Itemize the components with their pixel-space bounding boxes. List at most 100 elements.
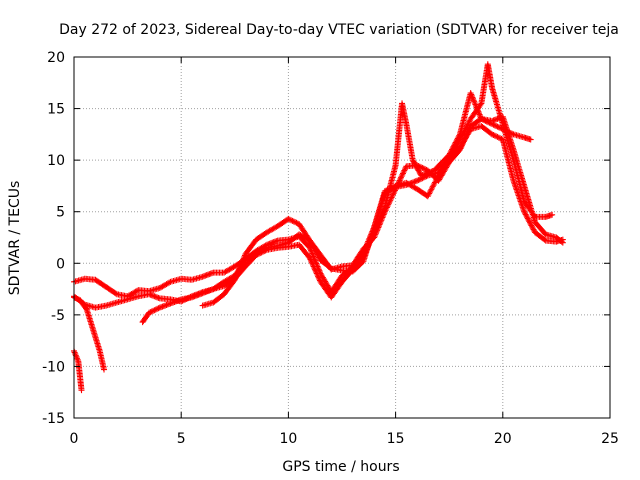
data-marker: [428, 186, 435, 193]
data-marker: [393, 183, 400, 190]
data-marker: [420, 174, 427, 181]
data-marker: [462, 134, 469, 141]
data-marker: [240, 255, 247, 262]
data-marker: [239, 258, 246, 265]
data-marker: [456, 146, 463, 153]
data-marker: [399, 170, 406, 177]
data-marker: [387, 195, 394, 202]
data-marker: [147, 309, 154, 316]
y-tick-label: -15: [42, 411, 65, 427]
data-marker: [476, 111, 483, 118]
data-marker: [312, 267, 319, 274]
data-marker: [422, 173, 429, 180]
data-marker: [522, 211, 529, 218]
data-marker: [458, 144, 465, 151]
data-marker: [385, 201, 392, 208]
data-marker: [238, 261, 245, 268]
data-marker: [524, 215, 531, 222]
y-tick-label: 0: [56, 256, 65, 272]
data-marker: [396, 177, 403, 184]
data-marker: [415, 177, 422, 184]
data-marker: [74, 296, 81, 303]
data-marker: [234, 271, 241, 278]
data-marker: [378, 217, 385, 224]
data-marker: [491, 132, 498, 139]
data-marker: [419, 175, 426, 182]
data-marker: [285, 215, 292, 222]
data-marker: [384, 203, 391, 210]
data-marker: [467, 90, 474, 97]
data-marker: [371, 233, 378, 240]
data-marker: [258, 247, 265, 254]
data-markers: [71, 61, 566, 394]
data-marker: [430, 182, 437, 189]
data-marker: [459, 141, 466, 148]
data-marker: [429, 183, 436, 190]
data-marker: [427, 187, 434, 194]
data-marker: [409, 157, 416, 164]
data-marker: [426, 190, 433, 197]
data-marker: [234, 269, 241, 276]
data-marker: [390, 190, 397, 197]
data-marker: [155, 305, 162, 312]
data-marker: [380, 211, 387, 218]
data-track: [71, 294, 108, 373]
data-marker: [401, 167, 408, 174]
data-marker: [470, 97, 477, 104]
data-marker: [471, 100, 478, 107]
data-marker: [378, 215, 385, 222]
x-tick-label: 20: [494, 431, 512, 447]
data-marker: [385, 200, 392, 207]
data-track: [139, 123, 566, 326]
data-marker: [373, 228, 380, 235]
data-marker: [466, 118, 473, 125]
data-marker: [416, 163, 423, 170]
data-marker: [423, 173, 430, 180]
data-marker: [526, 218, 533, 225]
x-tick-label: 5: [177, 431, 186, 447]
data-marker: [418, 164, 425, 171]
data-marker: [525, 216, 532, 223]
data-marker: [530, 226, 537, 233]
data-marker: [391, 187, 398, 194]
data-marker: [415, 162, 422, 169]
data-marker: [463, 131, 470, 138]
y-tick-label: 5: [56, 205, 65, 221]
data-marker: [154, 305, 161, 312]
data-marker: [461, 135, 468, 142]
data-marker: [315, 274, 322, 281]
data-marker: [399, 171, 406, 178]
data-marker: [490, 132, 497, 139]
data-marker: [458, 142, 465, 149]
axis-ticks: -15 -10 -5 0 5 10 15 20 0 5 10 15 20 25: [42, 50, 619, 447]
data-marker: [381, 208, 388, 215]
data-marker: [293, 219, 300, 226]
data-marker: [290, 218, 297, 225]
data-marker: [464, 130, 471, 137]
data-marker: [549, 211, 556, 218]
data-marker: [393, 184, 400, 191]
data-marker: [380, 213, 387, 220]
data-marker: [389, 193, 396, 200]
data-marker: [235, 268, 242, 275]
data-marker: [235, 266, 242, 273]
data-marker: [232, 275, 239, 282]
data-marker: [527, 221, 534, 228]
x-tick-label: 0: [70, 431, 79, 447]
data-marker: [558, 238, 565, 245]
data-marker: [425, 191, 432, 198]
data-marker: [494, 133, 501, 140]
data-marker: [72, 294, 79, 301]
data-marker: [529, 223, 536, 230]
data-marker: [233, 272, 240, 279]
data-marker: [471, 98, 478, 105]
data-marker: [389, 191, 396, 198]
data-marker: [420, 165, 427, 172]
data-marker: [259, 246, 266, 253]
data-marker: [240, 256, 247, 263]
data-marker: [150, 307, 157, 314]
data-marker: [372, 231, 379, 238]
data-marker: [241, 253, 248, 260]
data-marker: [376, 221, 383, 228]
